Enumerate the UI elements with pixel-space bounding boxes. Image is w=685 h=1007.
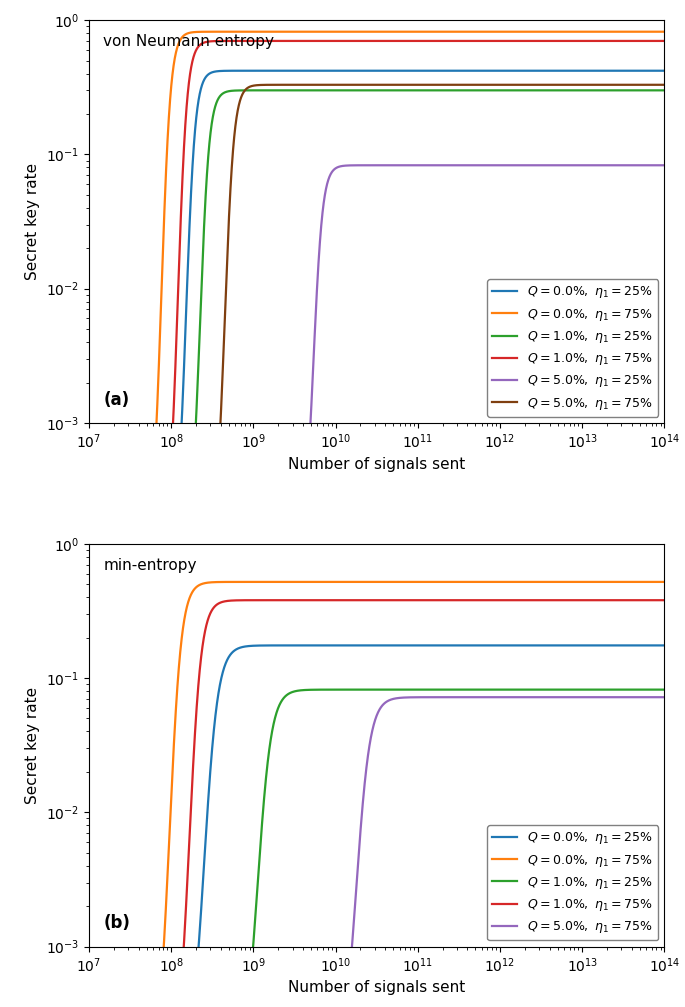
Text: von Neumann entropy: von Neumann entropy (103, 34, 275, 49)
Y-axis label: Secret key rate: Secret key rate (25, 687, 40, 804)
Text: (b): (b) (103, 914, 130, 932)
Legend: $Q = 0.0\%,\ \eta_1 = 25\%$, $Q = 0.0\%,\ \eta_1 = 75\%$, $Q = 1.0\%,\ \eta_1 = : $Q = 0.0\%,\ \eta_1 = 25\%$, $Q = 0.0\%,… (488, 826, 658, 941)
Text: (a): (a) (103, 391, 129, 409)
Legend: $Q = 0.0\%,\ \eta_1 = 25\%$, $Q = 0.0\%,\ \eta_1 = 75\%$, $Q = 1.0\%,\ \eta_1 = : $Q = 0.0\%,\ \eta_1 = 25\%$, $Q = 0.0\%,… (488, 279, 658, 417)
X-axis label: Number of signals sent: Number of signals sent (288, 457, 465, 472)
Text: min-entropy: min-entropy (103, 558, 197, 573)
Y-axis label: Secret key rate: Secret key rate (25, 163, 40, 280)
X-axis label: Number of signals sent: Number of signals sent (288, 981, 465, 996)
